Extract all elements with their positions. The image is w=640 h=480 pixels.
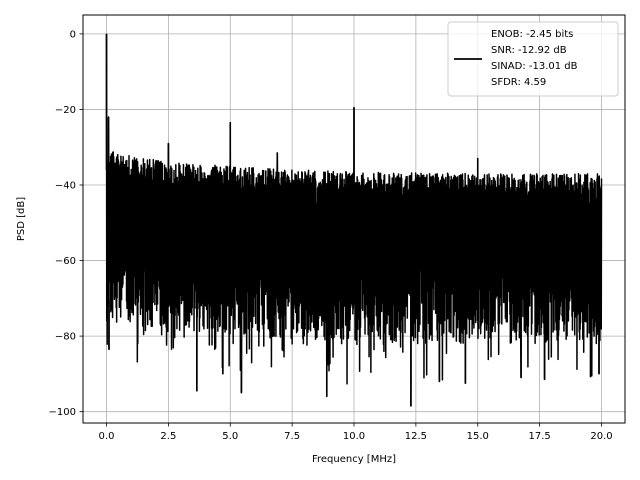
y-tick-label: −40 — [55, 181, 76, 192]
legend-entry: SINAD: -13.01 dB — [491, 61, 578, 72]
x-tick-label: 20.0 — [590, 431, 612, 442]
y-tick-label: −100 — [49, 407, 76, 418]
x-axis-title: Frequency [MHz] — [312, 454, 396, 465]
y-tick-label: −80 — [55, 332, 76, 343]
x-tick-label: 2.5 — [160, 431, 176, 442]
legend-entry: SFDR: 4.59 — [491, 77, 546, 88]
legend: ENOB: -2.45 bits SNR: -12.92 dB SINAD: -13… — [447, 21, 619, 97]
legend-entry: ENOB: -2.45 bits — [491, 29, 573, 40]
x-tick-label: 0.0 — [99, 431, 115, 442]
x-tick-label: 12.5 — [405, 431, 427, 442]
legend-box — [447, 21, 619, 97]
y-axis: 0 −20 −40 −60 −80 −100 — [49, 29, 83, 418]
x-tick-label: 15.0 — [467, 431, 489, 442]
x-tick-label: 7.5 — [284, 431, 300, 442]
x-axis: 0.0 2.5 5.0 7.5 10.0 12.5 15.0 17.5 20.0 — [99, 423, 613, 442]
y-tick-label: 0 — [70, 29, 76, 40]
y-axis-title: PSD [dB] — [16, 197, 27, 241]
y-tick-label: −60 — [55, 256, 76, 267]
y-tick-label: −20 — [55, 105, 76, 116]
x-tick-label: 17.5 — [528, 431, 550, 442]
legend-entry: SNR: -12.92 dB — [491, 45, 567, 56]
x-tick-label: 5.0 — [222, 431, 238, 442]
plot-area — [105, 33, 603, 407]
x-tick-label: 10.0 — [343, 431, 365, 442]
